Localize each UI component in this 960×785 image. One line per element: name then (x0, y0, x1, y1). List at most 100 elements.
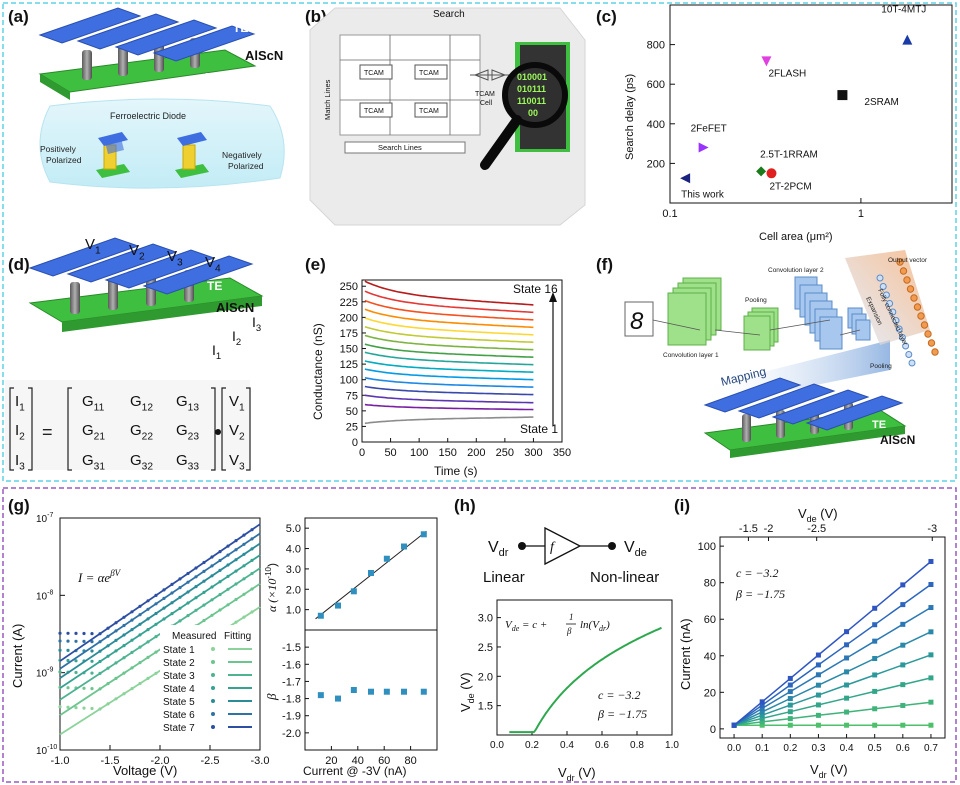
i-ytick-label: 60 (704, 614, 716, 626)
i-series-point (928, 582, 934, 588)
conv2-stack (794, 276, 843, 350)
i-series-point (872, 622, 878, 628)
i-xlabel-end: (V) (827, 762, 848, 777)
e-xtick-label: 100 (410, 447, 428, 459)
g-legend-state: State 6 (163, 710, 195, 721)
c-point-this-work (680, 173, 691, 184)
matrix-lhs-entry: I1 (15, 393, 25, 414)
input-digit: 8 (630, 308, 644, 335)
g-legend-box (160, 625, 258, 737)
d-current-label: I3 (252, 314, 261, 334)
be-label-f: BE (850, 461, 867, 475)
g-measured-point (114, 638, 118, 643)
alpha-ytick-label: 5.0 (286, 523, 301, 535)
g-measured-point (130, 687, 134, 691)
crossbar-d (28, 237, 264, 332)
g-measured-point (178, 586, 182, 590)
i-xlabel-text: V (810, 762, 819, 777)
i-series-point (872, 605, 878, 611)
i-series-point (928, 699, 934, 705)
i-series-point (900, 602, 906, 608)
c-point-2fefet (698, 142, 709, 153)
g-measured-point (138, 661, 142, 665)
h-xtick-label: 0.2 (525, 740, 539, 751)
e-series-state-2 (364, 403, 534, 411)
matrix-g-entry-main: G (176, 422, 188, 439)
i-series-line (733, 677, 932, 726)
g-measured-point (186, 571, 190, 576)
g-legend-marker (211, 699, 215, 703)
beta-ytick-label: -1.6 (282, 659, 301, 671)
alpha-ytick-label: 2.0 (286, 584, 301, 596)
g-measured-point (226, 544, 230, 548)
g-measured-point (122, 623, 126, 628)
h-vout-sub: de (635, 547, 647, 559)
c-ytick-label: 400 (647, 119, 665, 131)
alpha-ylabel-end: ) (265, 563, 279, 567)
i-top-tick-label: -2 (764, 523, 774, 535)
g-measured-point (186, 614, 190, 618)
d-voltage-label: V4 (205, 254, 221, 275)
matrix-g-entry: G33 (176, 452, 199, 473)
h-formula-num: 1 (569, 612, 574, 622)
g-measured-point (250, 587, 254, 591)
matrix-lhs-entry-main: I (15, 452, 19, 469)
tcam-cell-box (359, 64, 393, 80)
i-series-point (872, 656, 878, 662)
alscn-label-d: AlScN (216, 300, 254, 315)
i-series-point (844, 642, 850, 648)
g-measured-point (66, 658, 70, 663)
matrix-g-entry-main: G (82, 422, 94, 439)
h-ylabel-sub: de (466, 693, 476, 703)
g-measured-point (58, 631, 62, 635)
g-ytick-base: 10 (36, 669, 48, 680)
g-measured-point (210, 564, 214, 568)
beta-point (335, 695, 341, 702)
g-legend-state: State 2 (163, 658, 195, 669)
bit-row: 010001 (517, 72, 547, 82)
g-measured-point (250, 547, 254, 551)
panel-label-g: (g) (8, 496, 30, 515)
pillar (118, 46, 128, 76)
h-vin-label: Vdr (488, 539, 509, 559)
g-measured-point (98, 640, 102, 644)
g-measured-point (82, 639, 86, 644)
g-measured-point (138, 633, 142, 637)
matrix-lhs-entry-sub: 1 (19, 403, 25, 414)
e-xlabel: Time (s) (434, 464, 478, 478)
c-ylabel: Search delay (ps) (624, 74, 636, 160)
panel-label-d: (d) (8, 255, 30, 274)
i-series-point (759, 699, 765, 705)
g-ytick-exp: -9 (47, 667, 53, 674)
i-ytick-label: 20 (704, 687, 716, 699)
fc-neuron (902, 342, 910, 350)
g-measured-point (178, 595, 182, 599)
tcam-label: TCAM (419, 70, 439, 77)
matrix-rhs-entry-sub: 3 (239, 462, 245, 473)
conv1-stack (667, 277, 722, 346)
g-measured-point (218, 558, 222, 563)
c-point-label: This work (681, 189, 725, 200)
i-series-point (928, 722, 934, 728)
e-xtick-label: 50 (384, 447, 396, 459)
g-ytick-label: 10-8 (36, 589, 53, 602)
g-measured-point (250, 558, 254, 563)
i-series-point (872, 722, 878, 728)
matrix-bracket (67, 387, 72, 471)
e-xtick-label: 200 (467, 447, 485, 459)
g-measured-point (226, 574, 230, 579)
tcam-label: TCAM (364, 108, 384, 115)
fc-neuron (908, 359, 916, 367)
g-measured-point (226, 587, 230, 591)
h-amplifier-icon (544, 526, 582, 566)
g-measured-point (146, 655, 150, 660)
d-voltage-label-sub: 2 (139, 252, 145, 263)
i-series-point (815, 722, 821, 728)
alpha-point (420, 531, 427, 538)
g-measured-point (226, 603, 230, 607)
i-param-c: c = −3.2 (736, 566, 779, 580)
matrix-bracket (211, 387, 216, 471)
output-label: Output vector (888, 257, 928, 264)
pool1-stack (743, 307, 779, 351)
g-measured-point (218, 593, 222, 597)
